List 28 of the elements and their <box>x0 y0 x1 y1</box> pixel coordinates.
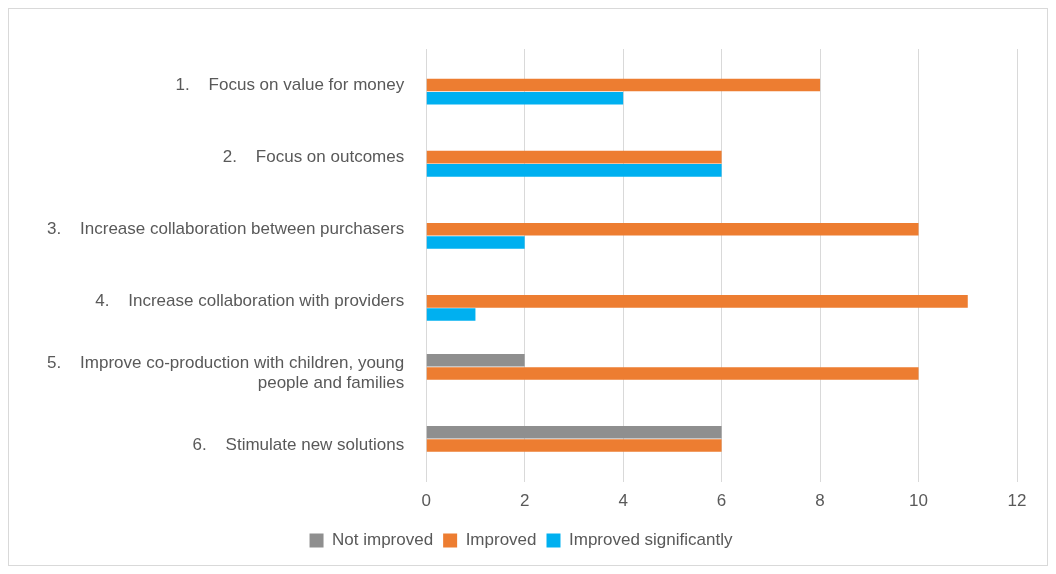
y-tick-label: 4. Increase collaboration with providers <box>95 291 405 311</box>
y-tick-label: 3. Increase collaboration between purchasers <box>46 218 405 238</box>
bar <box>426 236 525 249</box>
x-tick-label: 2 <box>519 491 530 511</box>
bar <box>426 308 476 321</box>
legend-label: Improved significantly <box>569 530 733 550</box>
bar <box>426 78 821 92</box>
bar <box>426 426 722 439</box>
bar <box>426 295 968 308</box>
x-tick-label: 0 <box>421 491 431 511</box>
bar <box>426 222 919 236</box>
bar <box>426 91 624 105</box>
legend-label: Improved <box>465 530 537 550</box>
x-tick-label: 10 <box>909 491 928 511</box>
legend-label: Not improved <box>332 530 434 550</box>
x-tick-label: 8 <box>815 491 825 511</box>
bar <box>426 150 722 164</box>
y-tick-label: 6. Stimulate new solutions <box>192 435 405 455</box>
x-tick-label: 4 <box>618 491 628 511</box>
y-tick-label: 5. Improve co-production with children, young people and families <box>47 352 405 393</box>
y-tick-label: 1. Focus on value for money <box>175 74 405 94</box>
y-tick-label: 2. Focus on outcomes <box>222 146 405 166</box>
bar <box>426 353 525 367</box>
bar <box>426 367 919 380</box>
x-tick-label: 12 <box>1007 491 1027 511</box>
bar <box>426 439 722 452</box>
bar <box>426 164 722 177</box>
x-tick-label: 6 <box>716 491 727 511</box>
